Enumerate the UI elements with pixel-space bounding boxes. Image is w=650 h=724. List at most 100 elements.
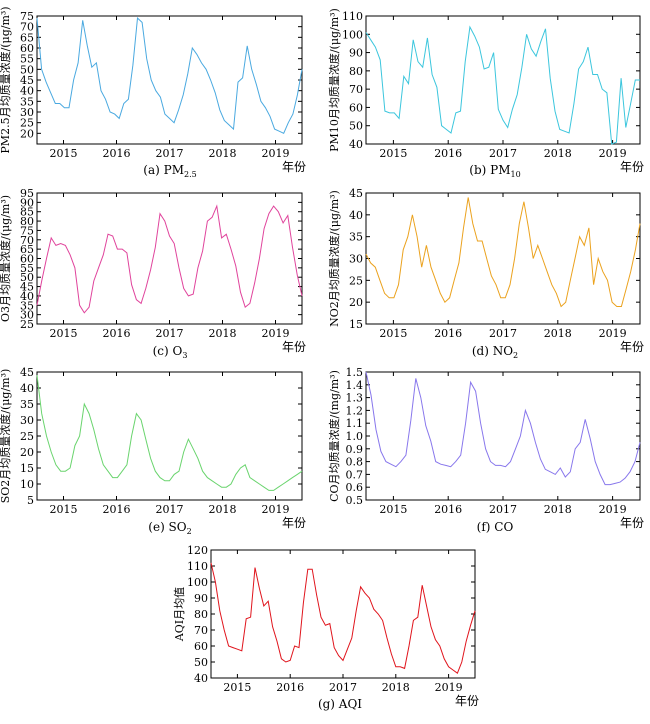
y-tick-label: 40 [20, 290, 34, 303]
x-tick-label: 2018 [544, 503, 572, 516]
y-tick-label: 70 [20, 234, 34, 247]
y-tick-label: 40 [349, 209, 363, 222]
y-axis-label: PM10月均质量浓度/(μg/m³) [327, 8, 341, 152]
chart-caption: (a) PM2.5 [143, 163, 196, 179]
y-tick-label: 120 [187, 544, 208, 557]
y-axis-label: AQI月均值 [173, 587, 186, 642]
y-tick-label: 95 [20, 187, 34, 200]
chart-caption-subscript: 2.5 [184, 170, 197, 179]
y-tick-label: 15 [349, 318, 363, 331]
y-tick-label: 25 [20, 430, 34, 443]
chart-caption: (e) SO2 [148, 520, 191, 536]
x-tick-label: 2018 [544, 147, 572, 160]
x-axis-label: 年份 [620, 516, 644, 530]
y-tick-label: 75 [20, 224, 34, 237]
chart-caption: (g) AQI [318, 697, 362, 711]
x-tick-label: 2019 [599, 147, 627, 160]
plot-frame [36, 15, 303, 145]
x-tick-label: 2016 [434, 147, 462, 160]
y-tick-label: 60 [20, 253, 34, 266]
y-tick-label: 100 [187, 576, 208, 589]
y-tick-label: 100 [342, 28, 363, 41]
y-tick-label: 30 [20, 309, 34, 322]
x-axis-label: 年份 [282, 160, 306, 174]
plot-frame [365, 192, 641, 325]
chart-6: 40 50 60 70 80 90 100 110 120 2015 2016 2017 2018 201… [173, 544, 479, 711]
y-tick-label: 1.4 [346, 379, 364, 392]
chart-caption-text: (c) O [153, 344, 183, 358]
y-tick-label: 25 [349, 274, 363, 287]
y-tick-label: 35 [349, 231, 363, 244]
y-tick-label: 20 [20, 446, 34, 459]
y-tick-label: 50 [194, 656, 208, 669]
x-tick-label: 2018 [209, 503, 237, 516]
y-tick-label: 75 [20, 10, 34, 23]
plot-frame [36, 192, 303, 325]
y-tick-label: 50 [349, 120, 363, 133]
x-tick-label: 2019 [262, 147, 290, 160]
y-tick-label: 35 [20, 398, 34, 411]
series-line [210, 562, 476, 674]
y-tick-label: 110 [187, 560, 208, 573]
x-tick-label: 2018 [209, 327, 237, 340]
x-tick-label: 2017 [489, 503, 517, 516]
y-tick-label: 40 [349, 138, 363, 151]
y-tick-label: 0.6 [346, 481, 364, 494]
y-tick-label: 50 [20, 271, 34, 284]
y-tick-label: 110 [342, 10, 363, 23]
x-tick-label: 2017 [156, 147, 184, 160]
y-tick-label: 35 [20, 95, 34, 108]
x-axis-label: 年份 [620, 340, 644, 354]
y-tick-label: 30 [349, 253, 363, 266]
y-tick-label: 55 [20, 262, 34, 275]
y-tick-label: 20 [20, 127, 34, 140]
y-tick-label: 60 [20, 42, 34, 55]
x-axis-label: 年份 [455, 694, 479, 708]
y-tick-label: 15 [20, 462, 34, 475]
y-tick-label: 70 [194, 624, 208, 637]
y-tick-label: 80 [194, 608, 208, 621]
y-tick-label: 0.7 [346, 468, 364, 481]
series-line [365, 197, 641, 308]
y-tick-label: 25 [20, 318, 34, 331]
y-tick-label: 0.8 [346, 456, 364, 469]
y-axis-label: PM2.5月均质量浓度/(μg/m³) [0, 6, 12, 153]
y-tick-label: 90 [20, 196, 34, 209]
y-tick-label: 45 [349, 187, 363, 200]
y-tick-label: 1.2 [346, 404, 364, 417]
x-tick-label: 2016 [276, 681, 304, 694]
x-tick-label: 2015 [379, 503, 407, 516]
y-tick-label: 45 [20, 281, 34, 294]
x-tick-label: 2015 [50, 147, 78, 160]
x-tick-label: 2016 [434, 327, 462, 340]
chart-5: 0.50.60.70.80.91.01.11.21.31.41.5 2015 201… [327, 366, 644, 534]
x-tick-label: 2018 [209, 147, 237, 160]
series-line [36, 375, 303, 491]
x-tick-label: 2019 [435, 681, 463, 694]
y-tick-label: 40 [194, 672, 208, 685]
y-tick-label: 90 [349, 47, 363, 60]
x-tick-label: 2015 [379, 147, 407, 160]
x-tick-label: 2019 [599, 503, 627, 516]
y-tick-label: 50 [20, 63, 34, 76]
x-tick-label: 2018 [382, 681, 410, 694]
x-tick-label: 2019 [262, 503, 290, 516]
y-tick-label: 5 [27, 494, 34, 507]
y-axis-label: CO月均质量浓度/(mg/m³) [327, 370, 341, 502]
x-tick-label: 2017 [489, 327, 517, 340]
chart-caption-text: (b) PM [469, 163, 510, 177]
y-tick-label: 25 [20, 117, 34, 130]
y-tick-label: 35 [20, 299, 34, 312]
y-tick-label: 30 [20, 414, 34, 427]
x-tick-label: 2017 [329, 681, 357, 694]
chart-caption-text: (a) PM [143, 163, 184, 177]
y-tick-label: 60 [194, 640, 208, 653]
chart-caption-subscript: 2 [513, 351, 518, 360]
series-line [365, 371, 641, 486]
y-tick-label: 80 [349, 65, 363, 78]
chart-caption-text: (f) CO [477, 520, 514, 534]
